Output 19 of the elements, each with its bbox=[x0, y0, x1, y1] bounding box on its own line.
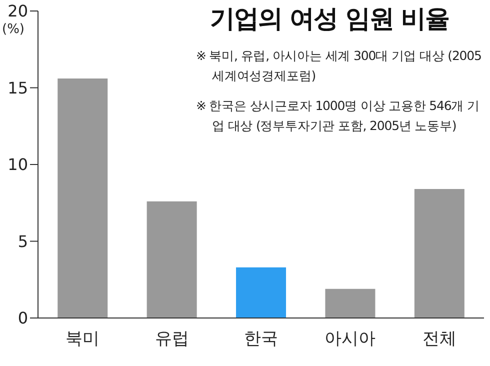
y-tick-label: 0 bbox=[18, 308, 28, 328]
y-tick-label: 5 bbox=[18, 232, 28, 251]
x-tick-label: 유럽 bbox=[154, 329, 189, 350]
y-tick-label: 15 bbox=[8, 78, 28, 98]
x-tick-label: 북미 bbox=[66, 329, 100, 350]
y-tick-label: 20 bbox=[8, 2, 28, 21]
bar bbox=[236, 267, 286, 318]
y-axis-title: (%) bbox=[2, 22, 24, 37]
x-tick-label: 전체 bbox=[422, 329, 456, 350]
x-tick-label: 한국 bbox=[244, 329, 278, 350]
bar bbox=[325, 288, 376, 318]
chart-title: 기업의 여성 임원 비율 bbox=[210, 3, 450, 35]
y-tick-label: 10 bbox=[8, 155, 28, 174]
x-tick-label: 아시아 bbox=[324, 329, 376, 350]
bar bbox=[146, 201, 197, 318]
bar bbox=[414, 189, 464, 318]
annotation: ※ 한국은 상시근로자 1000명 이상 고용한 546개 기업 대상 (정부투자기관 포함, 2005년 노동부) bbox=[196, 97, 480, 135]
bar bbox=[58, 78, 108, 318]
annotation: ※ 북미, 유럽, 아시아는 세계 300대 기업 대상 (2005 세계여성경제포럼) bbox=[196, 47, 482, 85]
